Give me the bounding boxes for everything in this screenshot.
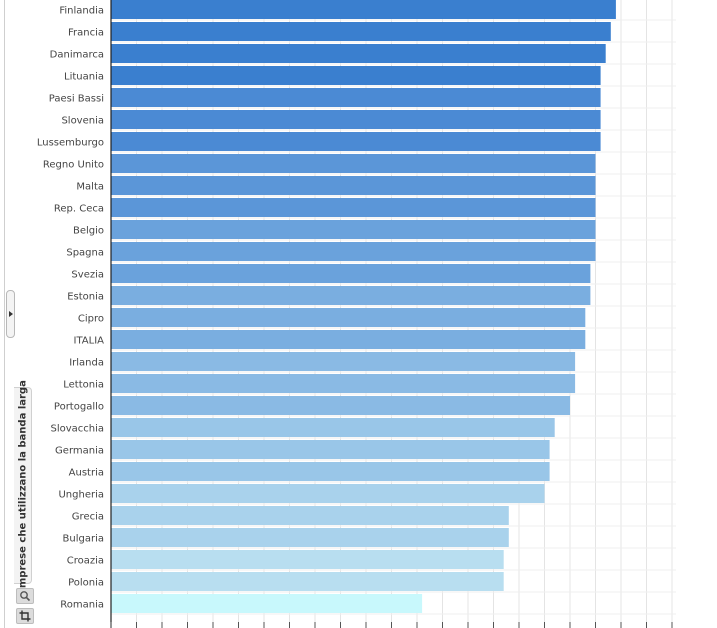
- category-label: Paesi Bassi: [49, 94, 104, 105]
- crop-button[interactable]: [16, 608, 34, 624]
- bar[interactable]: [111, 132, 601, 151]
- bar[interactable]: [111, 418, 555, 437]
- category-label: Lettonia: [63, 380, 104, 391]
- crop-icon: [19, 610, 31, 622]
- bar[interactable]: [111, 572, 504, 591]
- category-label: ITALIA: [74, 336, 105, 347]
- category-label-layer: Finlandia Francia Danimarca Lituania Paesi B…: [37, 6, 104, 611]
- bar[interactable]: [111, 22, 611, 41]
- category-label: Rep. Ceca: [54, 204, 104, 215]
- bar[interactable]: [111, 242, 596, 261]
- axis-layer: [110, 0, 673, 628]
- category-label: Slovacchia: [50, 424, 104, 435]
- category-label: Regno Unito: [43, 160, 104, 171]
- category-label: Svezia: [71, 270, 104, 281]
- left-panel: Imprese che utilizzano la banda larga: [0, 0, 35, 628]
- bar[interactable]: [111, 440, 550, 459]
- panel-rail: [4, 0, 5, 628]
- bar[interactable]: [111, 396, 570, 415]
- bar[interactable]: [111, 110, 601, 129]
- category-label: Lituania: [64, 72, 104, 83]
- category-label: Malta: [76, 182, 104, 193]
- bar[interactable]: [111, 66, 601, 85]
- category-label: Bulgaria: [63, 534, 104, 545]
- category-label: Portogallo: [54, 402, 104, 413]
- bar[interactable]: [111, 198, 596, 217]
- bar[interactable]: [111, 176, 596, 195]
- category-label: Finlandia: [59, 6, 104, 17]
- bar[interactable]: [111, 286, 591, 305]
- bar[interactable]: [111, 0, 616, 19]
- chevron-right-icon: [9, 311, 13, 317]
- category-label: Lussemburgo: [37, 138, 104, 149]
- category-label: Estonia: [67, 292, 104, 303]
- panel-toggle-button[interactable]: [6, 290, 15, 338]
- category-label: Ungheria: [58, 490, 104, 501]
- category-label: Austria: [69, 468, 104, 479]
- category-label: Danimarca: [50, 50, 104, 61]
- category-label: Germania: [55, 446, 104, 457]
- category-label: Francia: [68, 28, 104, 39]
- bar[interactable]: [111, 594, 423, 613]
- bar[interactable]: [111, 506, 509, 525]
- zoom-button[interactable]: [16, 588, 34, 604]
- bar[interactable]: [111, 462, 550, 481]
- category-label: Romania: [60, 600, 104, 611]
- vertical-tab[interactable]: Imprese che utilizzano la banda larga: [14, 380, 32, 591]
- category-label: Irlanda: [69, 358, 104, 369]
- category-label: Polonia: [68, 578, 104, 589]
- bar[interactable]: [111, 330, 586, 349]
- bar[interactable]: [111, 484, 545, 503]
- bar[interactable]: [111, 374, 576, 393]
- category-label: Slovenia: [61, 116, 104, 127]
- category-label: Grecia: [72, 512, 104, 523]
- bar[interactable]: [111, 264, 591, 283]
- category-label: Spagna: [66, 248, 104, 259]
- bar[interactable]: [111, 44, 606, 63]
- bar[interactable]: [111, 308, 586, 327]
- bar[interactable]: [111, 88, 601, 107]
- bar-layer: [111, 0, 616, 613]
- category-label: Belgio: [73, 226, 104, 237]
- bar[interactable]: [111, 154, 596, 173]
- bar[interactable]: [111, 352, 576, 371]
- bar[interactable]: [111, 528, 509, 547]
- category-label: Croazia: [67, 556, 104, 567]
- zoom-icon: [20, 591, 31, 602]
- category-label: Cipro: [78, 314, 104, 325]
- bar[interactable]: [111, 550, 504, 569]
- bar[interactable]: [111, 220, 596, 239]
